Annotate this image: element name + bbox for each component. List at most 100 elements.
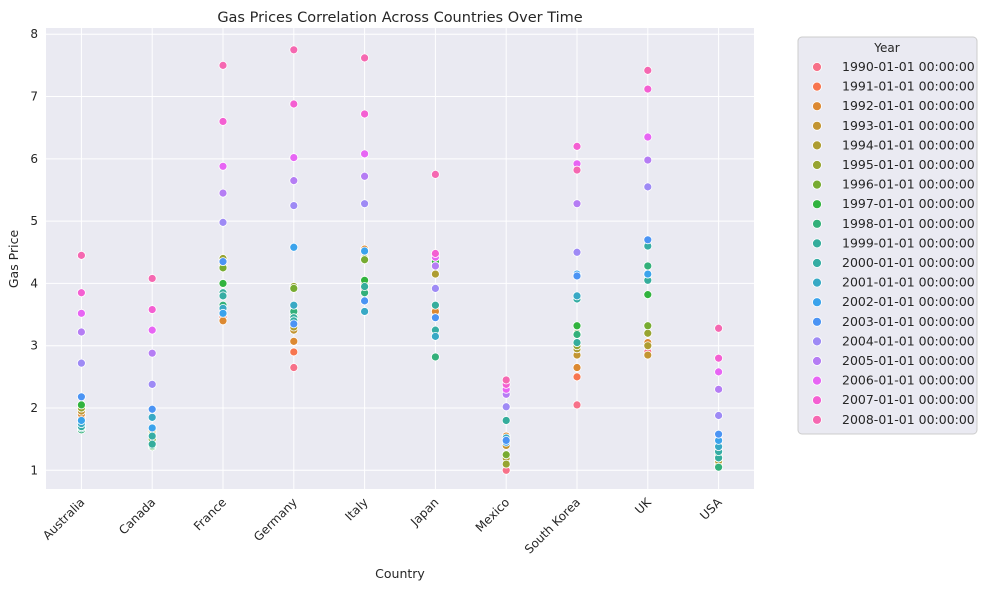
data-point — [289, 99, 299, 109]
data-point — [430, 261, 440, 271]
y-tick-label: 7 — [30, 90, 38, 104]
data-point — [360, 307, 370, 316]
legend-marker — [812, 140, 822, 151]
data-point — [77, 250, 86, 260]
data-point — [289, 242, 299, 252]
data-point — [360, 296, 370, 306]
data-point — [572, 247, 582, 257]
data-point — [289, 153, 299, 162]
data-point — [430, 169, 440, 179]
legend-label: 2000-01-01 00:00:00 — [842, 255, 975, 270]
data-point — [572, 363, 582, 372]
data-point — [147, 431, 157, 441]
data-point — [147, 404, 157, 414]
data-point — [77, 400, 86, 410]
data-point — [643, 341, 653, 351]
legend-label: 1998-01-01 00:00:00 — [842, 216, 975, 231]
data-point — [218, 217, 228, 227]
legend-label: 1994-01-01 00:00:00 — [842, 137, 975, 152]
data-point — [147, 423, 157, 433]
data-point — [289, 300, 299, 310]
legend-label: 1990-01-01 00:00:00 — [842, 59, 975, 74]
legend-label: 2003-01-01 00:00:00 — [842, 314, 975, 329]
legend-marker — [812, 199, 822, 210]
legend-label: 1993-01-01 00:00:00 — [842, 118, 975, 133]
data-point — [501, 436, 511, 445]
y-tick-label: 4 — [30, 276, 38, 290]
legend-marker — [812, 375, 822, 386]
data-point — [289, 319, 299, 329]
data-point — [643, 84, 653, 94]
data-point — [77, 288, 86, 298]
legend-label: 1992-01-01 00:00:00 — [842, 98, 975, 113]
y-tick-label: 8 — [30, 27, 38, 41]
legend-label: 2008-01-01 00:00:00 — [842, 412, 975, 427]
data-point — [360, 282, 370, 291]
legend-label: 1997-01-01 00:00:00 — [842, 196, 975, 211]
data-point — [360, 246, 370, 256]
legend-label: 2006-01-01 00:00:00 — [842, 373, 975, 388]
data-point — [501, 402, 511, 412]
y-tick-labels: 1 2 3 4 5 6 7 8 — [30, 27, 38, 477]
data-point — [430, 249, 440, 258]
legend-box — [797, 36, 978, 435]
data-point — [77, 358, 86, 368]
data-point — [289, 176, 299, 186]
legend-label: 2005-01-01 00:00:00 — [842, 353, 975, 368]
grid-lines — [46, 28, 754, 489]
legend-marker — [812, 414, 822, 425]
data-point — [218, 308, 228, 318]
data-point — [147, 379, 157, 389]
legend-marker — [812, 395, 822, 406]
data-point — [289, 201, 299, 210]
data-point — [147, 274, 157, 283]
data-point — [572, 165, 582, 175]
data-point — [714, 384, 723, 394]
data-point — [572, 330, 582, 339]
data-point — [218, 60, 228, 70]
data-point — [501, 450, 511, 460]
legend-marker — [812, 81, 822, 92]
legend-marker — [812, 101, 822, 112]
chart-title: Gas Prices Correlation Across Countries … — [217, 10, 582, 26]
y-axis-label: Gas Price — [6, 230, 21, 289]
legend-label: 1991-01-01 00:00:00 — [842, 79, 975, 94]
data-point — [360, 171, 370, 181]
y-tick-label: 2 — [30, 401, 38, 415]
data-points — [77, 45, 723, 475]
data-point — [572, 338, 582, 348]
legend-label: 2007-01-01 00:00:00 — [842, 392, 975, 407]
legend-label: 2002-01-01 00:00:00 — [842, 294, 975, 309]
data-point — [218, 316, 228, 326]
data-point — [714, 367, 723, 377]
legend: Year 1990-01-01 00:00:00 1991-01-01 00:00… — [797, 36, 978, 435]
data-point — [643, 328, 653, 338]
data-point — [643, 235, 653, 245]
data-point — [572, 400, 582, 410]
data-point — [360, 109, 370, 119]
legend-label: 1999-01-01 00:00:00 — [842, 235, 975, 250]
data-point — [147, 412, 157, 422]
data-point — [430, 313, 440, 323]
data-point — [77, 327, 86, 337]
legend-label: 1996-01-01 00:00:00 — [842, 177, 975, 192]
y-tick-label: 1 — [30, 463, 38, 477]
data-point — [289, 45, 299, 55]
data-point — [572, 291, 582, 301]
data-point — [572, 271, 582, 281]
data-point — [430, 284, 440, 293]
data-point — [218, 117, 228, 126]
data-point — [572, 321, 582, 331]
legend-marker — [812, 297, 822, 308]
data-point — [360, 255, 370, 265]
data-point — [501, 416, 511, 425]
data-point — [643, 350, 653, 360]
data-point — [714, 462, 723, 472]
legend-marker — [812, 238, 822, 249]
data-point — [430, 352, 440, 362]
data-point — [430, 300, 440, 310]
legend-label: 1995-01-01 00:00:00 — [842, 157, 975, 172]
data-point — [572, 372, 582, 382]
data-point — [643, 321, 653, 331]
